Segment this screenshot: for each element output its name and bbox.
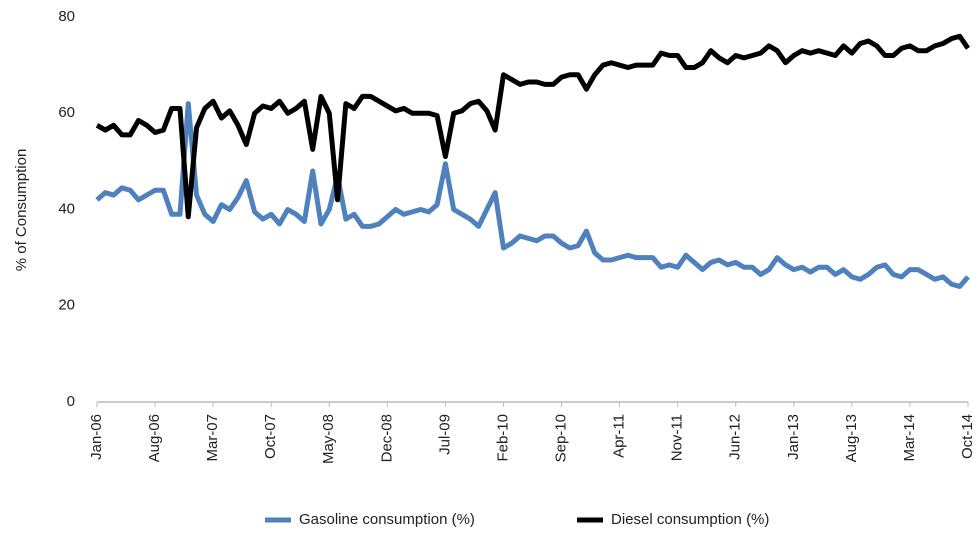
y-tick-label: 80 bbox=[58, 8, 75, 25]
y-tick-label: 40 bbox=[58, 200, 75, 217]
x-tick-label: Dec-08 bbox=[378, 414, 395, 462]
legend-label: Diesel consumption (%) bbox=[611, 511, 769, 528]
x-tick-label: Jun-12 bbox=[727, 414, 744, 460]
x-tick-label: Aug-06 bbox=[146, 414, 163, 462]
x-tick-label: Jan-13 bbox=[785, 414, 802, 460]
y-tick-label: 20 bbox=[58, 297, 75, 314]
y-axis-label: % of Consumption bbox=[13, 149, 30, 272]
y-tick-label: 0 bbox=[67, 393, 75, 410]
x-tick-label: Oct-07 bbox=[262, 414, 279, 459]
y-tick-label: 60 bbox=[58, 104, 75, 121]
data-line bbox=[95, 101, 970, 289]
legend-label: Gasoline consumption (%) bbox=[299, 511, 475, 528]
x-tick-label: Mar-07 bbox=[204, 414, 221, 462]
x-tick-label: Feb-10 bbox=[494, 414, 511, 462]
x-tick-label: Nov-11 bbox=[669, 414, 686, 461]
x-tick-label: Jul-09 bbox=[436, 414, 453, 455]
x-tick-label: Sep-10 bbox=[553, 414, 570, 462]
x-tick-label: Mar-14 bbox=[901, 414, 918, 462]
x-tick-label: Aug-13 bbox=[843, 414, 860, 462]
x-tick-label: May-08 bbox=[320, 414, 337, 464]
x-tick-label: Jan-06 bbox=[88, 414, 105, 460]
data-line bbox=[95, 33, 971, 220]
x-tick-label: Apr-11 bbox=[611, 414, 628, 458]
x-tick-label: Oct-14 bbox=[959, 414, 976, 459]
